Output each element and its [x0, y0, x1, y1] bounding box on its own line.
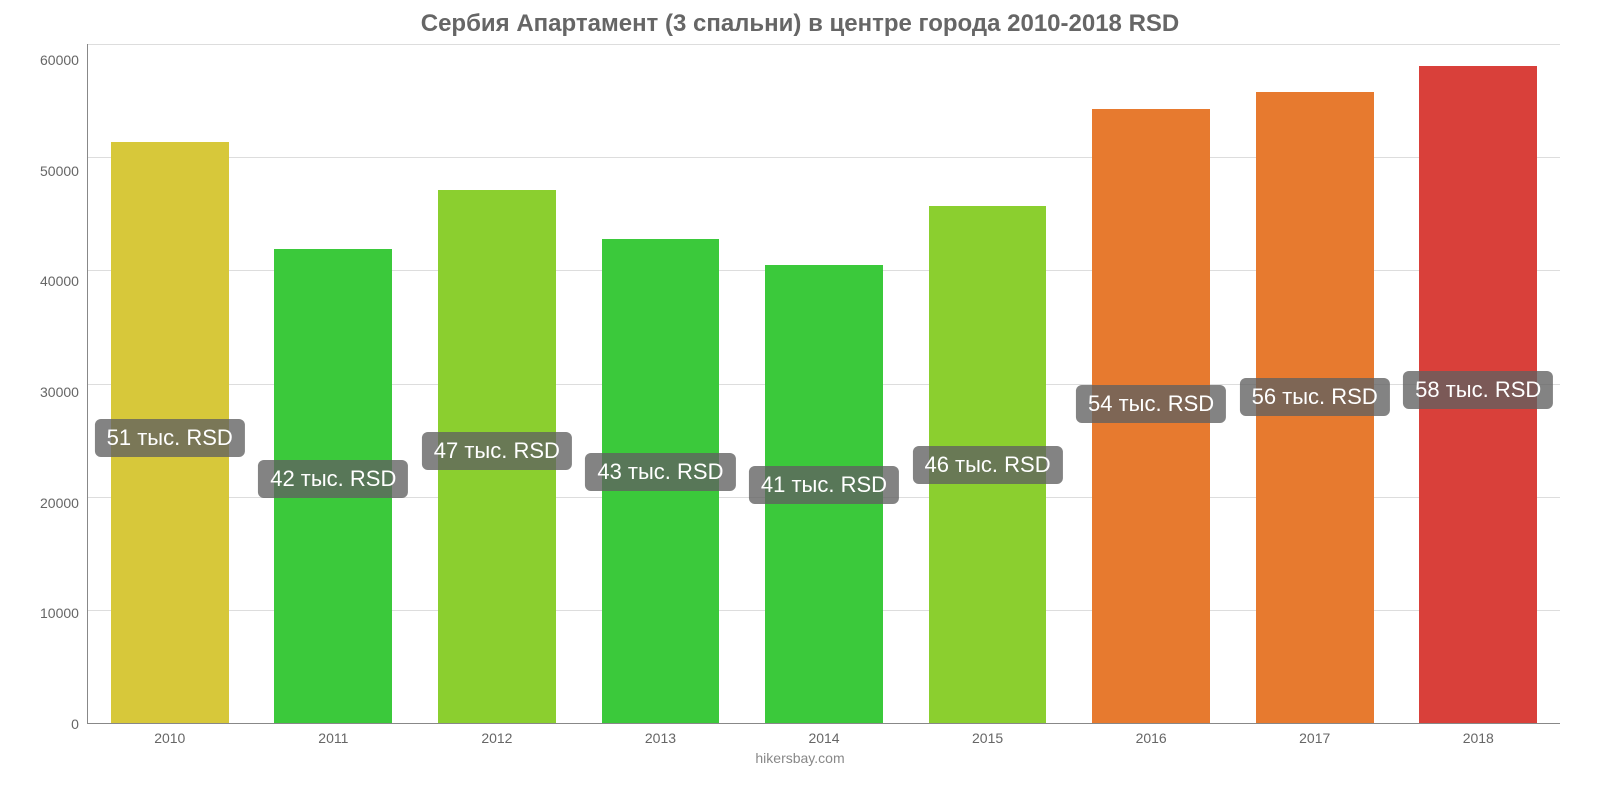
x-tick: 2016 — [1069, 724, 1233, 746]
x-tick: 2018 — [1397, 724, 1561, 746]
y-tick: 30000 — [40, 384, 79, 400]
x-tick: 2010 — [88, 724, 252, 746]
label-slot: 51 тыс. RSD — [88, 44, 252, 723]
plot-row: 6000050000400003000020000100000 51 тыс. … — [40, 44, 1560, 724]
label-slot: 42 тыс. RSD — [252, 44, 416, 723]
x-tick: 2015 — [906, 724, 1070, 746]
label-slot: 46 тыс. RSD — [906, 44, 1070, 723]
x-axis-row: 201020112012201320142015201620172018 — [40, 724, 1560, 746]
bar-value-label: 56 тыс. RSD — [1240, 378, 1390, 416]
label-slot: 54 тыс. RSD — [1069, 44, 1233, 723]
label-slot: 58 тыс. RSD — [1396, 44, 1560, 723]
bar-value-label: 46 тыс. RSD — [912, 446, 1062, 484]
x-tick: 2017 — [1233, 724, 1397, 746]
y-tick: 10000 — [40, 605, 79, 621]
y-tick: 40000 — [40, 273, 79, 289]
chart-title: Сербия Апартамент (3 спальни) в центре г… — [40, 10, 1560, 38]
y-tick: 60000 — [40, 52, 79, 68]
data-labels-group: 51 тыс. RSD 42 тыс. RSD 47 тыс. RSD 43 тыс.… — [88, 44, 1560, 723]
label-slot: 41 тыс. RSD — [742, 44, 906, 723]
x-axis: 201020112012201320142015201620172018 — [88, 724, 1560, 746]
y-tick: 50000 — [40, 163, 79, 179]
x-tick: 2014 — [742, 724, 906, 746]
bar-value-label: 54 тыс. RSD — [1076, 385, 1226, 423]
bar-value-label: 51 тыс. RSD — [95, 419, 245, 457]
bar-value-label: 43 тыс. RSD — [585, 453, 735, 491]
label-slot: 47 тыс. RSD — [415, 44, 579, 723]
label-slot: 43 тыс. RSD — [579, 44, 743, 723]
y-axis-spacer — [40, 724, 88, 746]
y-axis: 6000050000400003000020000100000 — [40, 44, 87, 724]
y-tick: 0 — [71, 716, 79, 732]
plot-area: 51 тыс. RSD 42 тыс. RSD 47 тыс. RSD 43 тыс.… — [87, 44, 1560, 724]
x-tick: 2011 — [252, 724, 416, 746]
y-tick: 20000 — [40, 495, 79, 511]
bar-value-label: 41 тыс. RSD — [749, 466, 899, 504]
bar-value-label: 47 тыс. RSD — [422, 432, 572, 470]
chart-container: Сербия Апартамент (3 спальни) в центре г… — [0, 0, 1600, 800]
bar-value-label: 58 тыс. RSD — [1403, 371, 1553, 409]
x-tick: 2013 — [579, 724, 743, 746]
x-tick: 2012 — [415, 724, 579, 746]
bar-value-label: 42 тыс. RSD — [258, 460, 408, 498]
attribution: hikersbay.com — [40, 750, 1560, 766]
label-slot: 56 тыс. RSD — [1233, 44, 1397, 723]
